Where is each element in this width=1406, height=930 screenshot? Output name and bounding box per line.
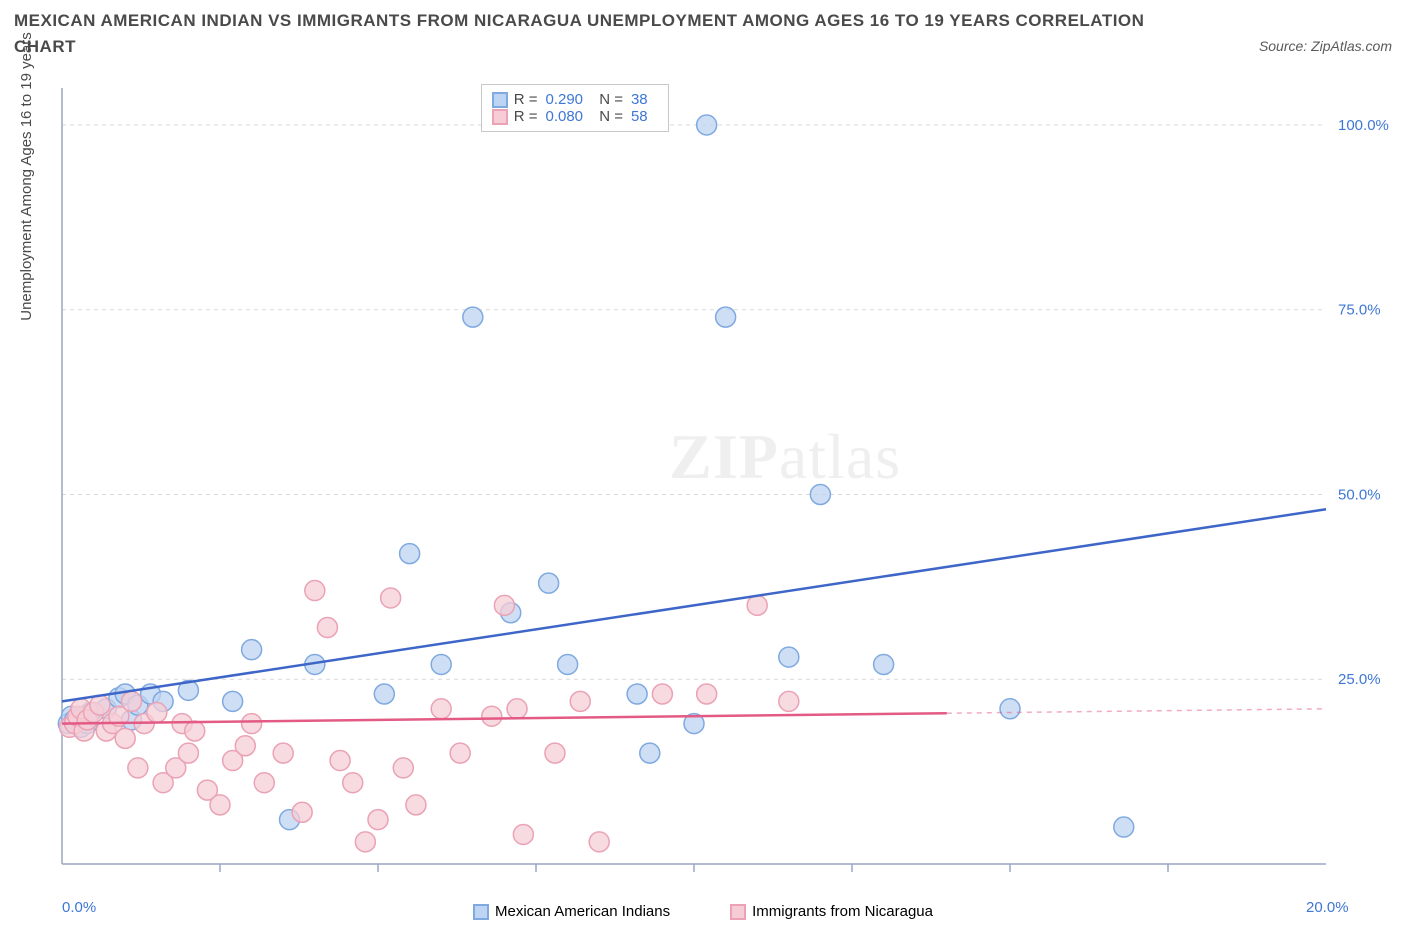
legend-item: Mexican American Indians xyxy=(473,903,670,920)
stat-r-label: R = xyxy=(514,108,538,125)
page-title: MEXICAN AMERICAN INDIAN VS IMMIGRANTS FR… xyxy=(14,8,1392,59)
plot-svg: 25.0% 50.0% 75.0% 100.0% xyxy=(50,82,1396,886)
bottom-legend: Mexican American Indians Immigrants from … xyxy=(0,903,1406,920)
title-line1: MEXICAN AMERICAN INDIAN VS IMMIGRANTS FR… xyxy=(14,11,1144,30)
legend-swatch xyxy=(473,904,489,920)
svg-text:75.0%: 75.0% xyxy=(1338,302,1381,319)
stat-r-value: 0.080 xyxy=(545,108,583,125)
series-swatch xyxy=(492,109,508,125)
stat-n-label: N = xyxy=(595,108,623,125)
stat-n-value: 58 xyxy=(631,108,648,125)
stat-n-label: N = xyxy=(595,91,623,108)
stats-row: R = 0.080 N = 58 xyxy=(492,108,654,125)
scatter-plot: 25.0%50.0%75.0%100.0% ZIPatlas R =0.290 … xyxy=(50,82,1396,886)
stats-row: R = 0.290 N = 38 xyxy=(492,91,654,108)
x-axis-tick-left: 0.0% xyxy=(62,899,96,916)
source-label: Source: ZipAtlas.com xyxy=(1259,38,1392,54)
stats-box: R = 0.290 N = 38 R = 0.080 N = 58 xyxy=(481,84,669,132)
legend-label: Immigrants from Nicaragua xyxy=(752,903,933,920)
series-swatch xyxy=(492,92,508,108)
x-axis-tick-right: 20.0% xyxy=(1306,899,1349,916)
y-axis-label: Unemployment Among Ages 16 to 19 years xyxy=(18,32,35,321)
legend-label: Mexican American Indians xyxy=(495,903,670,920)
svg-text:25.0%: 25.0% xyxy=(1338,671,1381,688)
svg-text:50.0%: 50.0% xyxy=(1338,486,1381,503)
svg-text:100.0%: 100.0% xyxy=(1338,117,1389,134)
legend-swatch xyxy=(730,904,746,920)
legend-item: Immigrants from Nicaragua xyxy=(730,903,933,920)
stat-n-value: 38 xyxy=(631,91,648,108)
stat-r-label: R = xyxy=(514,91,538,108)
stat-r-value: 0.290 xyxy=(545,91,583,108)
